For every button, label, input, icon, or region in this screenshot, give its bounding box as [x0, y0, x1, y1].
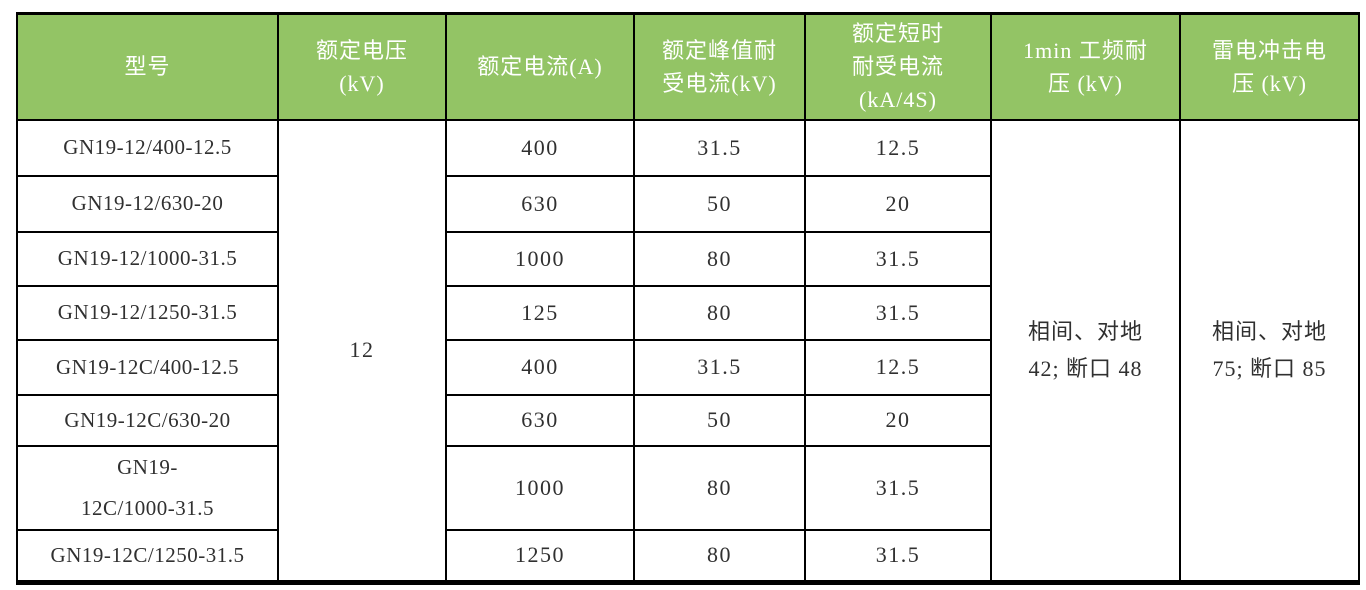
spec-table: 型号 额定电压 (kV) 额定电流(A) 额定峰值耐 受电流(kV) 额定短时 耐受电… [16, 12, 1360, 585]
table-row: GN19- 12C/1000-31.5 1000 80 31.5 [16, 444, 1359, 531]
rated-current-cell: 1000 [445, 444, 635, 531]
table-header-row: 型号 额定电压 (kV) 额定电流(A) 额定峰值耐 受电流(kV) 额定短时 耐受电… [16, 12, 1360, 121]
model-cell: GN19-12/400-12.5 [16, 118, 279, 177]
short-time-withstand-cell: 31.5 [804, 230, 992, 287]
short-time-withstand-cell: 31.5 [804, 284, 992, 341]
table-row: GN19-12/400-12.5 12 400 31.5 12.5 相间、对地 4… [16, 118, 1360, 584]
peak-withstand-cell: 80 [633, 528, 806, 584]
rated-current-cell: 400 [445, 338, 635, 396]
model-cell: GN19- 12C/1000-31.5 [16, 444, 279, 531]
table-row: GN19-12/1000-31.5 1000 80 31.5 [16, 230, 1359, 287]
rated-current-cell: 1000 [445, 230, 635, 287]
rated-current-cell: 1250 [445, 528, 635, 584]
header-rated-voltage: 额定电压 (kV) [277, 12, 447, 121]
header-short-time-withstand-current: 额定短时 耐受电流 (kA/4S) [804, 12, 992, 121]
model-cell: GN19-12C/630-20 [16, 393, 279, 447]
power-freq-withstand-merged-cell: 相间、对地 42; 断口 48 [990, 118, 1181, 584]
peak-withstand-cell: 80 [633, 444, 806, 531]
model-cell: GN19-12C/1250-31.5 [16, 528, 279, 584]
model-cell: GN19-12/630-20 [16, 174, 279, 233]
rated-current-cell: 400 [445, 118, 635, 177]
short-time-withstand-cell: 12.5 [804, 118, 992, 177]
peak-withstand-cell: 50 [633, 393, 806, 447]
model-cell: GN19-12C/400-12.5 [16, 338, 279, 396]
peak-withstand-cell: 31.5 [633, 338, 806, 396]
peak-withstand-cell: 80 [633, 284, 806, 341]
rated-voltage-merged-cell: 12 [277, 118, 447, 584]
rated-current-cell: 630 [445, 393, 635, 447]
table-row: GN19-12C/1250-31.5 1250 80 31.5 [16, 528, 1359, 584]
table-row: GN19-12C/400-12.5 400 31.5 12.5 [16, 338, 1359, 396]
peak-withstand-cell: 80 [633, 230, 806, 287]
header-peak-withstand-current: 额定峰值耐 受电流(kV) [633, 12, 806, 121]
peak-withstand-cell: 50 [633, 174, 806, 233]
rated-current-cell: 630 [445, 174, 635, 233]
header-lightning-impulse: 雷电冲击电压 (kV) [1179, 12, 1360, 121]
short-time-withstand-cell: 31.5 [804, 528, 992, 584]
rated-current-cell: 125 [445, 284, 635, 341]
lightning-impulse-merged-cell: 相间、对地 75; 断口 85 [1179, 118, 1360, 584]
short-time-withstand-cell: 20 [804, 393, 992, 447]
peak-withstand-cell: 31.5 [633, 118, 806, 177]
header-rated-current: 额定电流(A) [445, 12, 635, 121]
table-row: GN19-12C/630-20 630 50 20 [16, 393, 1359, 447]
header-power-frequency-withstand: 1min 工频耐压 (kV) [990, 12, 1181, 121]
short-time-withstand-cell: 12.5 [804, 338, 992, 396]
table-row: GN19-12/630-20 630 50 20 [16, 174, 1359, 233]
short-time-withstand-cell: 31.5 [804, 444, 992, 531]
short-time-withstand-cell: 20 [804, 174, 992, 233]
model-cell: GN19-12/1250-31.5 [16, 284, 279, 341]
model-cell: GN19-12/1000-31.5 [16, 230, 279, 287]
header-model: 型号 [16, 12, 279, 121]
table-row: GN19-12/1250-31.5 125 80 31.5 [16, 284, 1359, 341]
